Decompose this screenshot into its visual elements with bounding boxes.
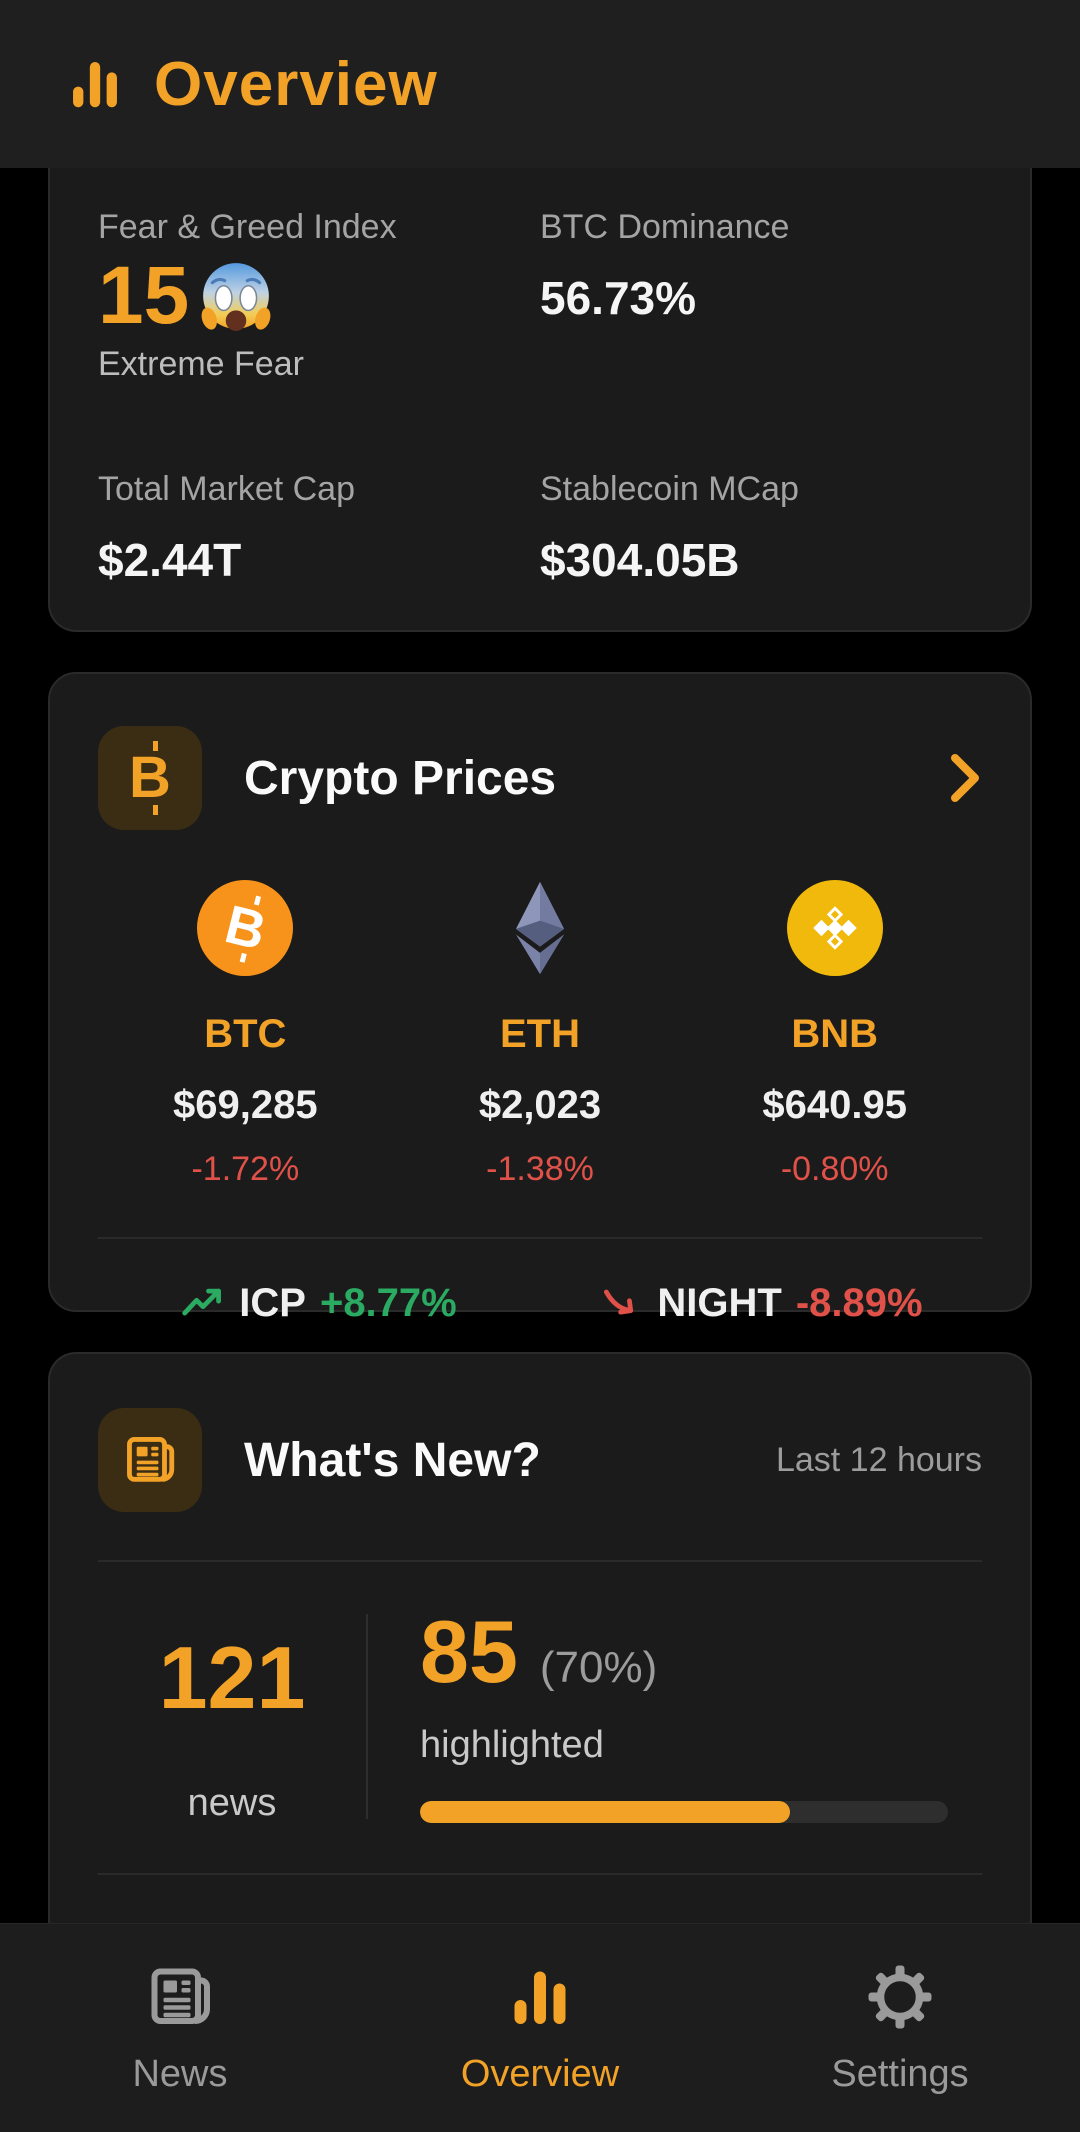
coin-change: -1.72% <box>191 1150 300 1188</box>
nav-tab-overview[interactable]: Overview <box>360 1924 720 2132</box>
coin-price: $69,285 <box>173 1083 318 1127</box>
crypto-prices-title: Crypto Prices <box>244 751 557 805</box>
stablecoin-mcap-label: Stablecoin MCap <box>540 470 799 508</box>
loser-change: -8.89% <box>795 1280 923 1325</box>
coin-symbol: BNB <box>791 1012 879 1056</box>
news-count: 121 <box>158 1628 306 1727</box>
chevron-right-icon[interactable] <box>948 752 982 804</box>
coin-bnb[interactable]: BNB $640.95 -0.80% <box>687 880 982 1189</box>
top-gainer[interactable]: ICP +8.77% <box>98 1281 540 1326</box>
fear-greed-stat: Fear & Greed Index 15 <box>98 208 540 470</box>
coin-price: $640.95 <box>762 1083 907 1127</box>
highlighted-count: 85 <box>420 1602 518 1701</box>
card-divider <box>98 1237 982 1239</box>
news-count-label: news <box>187 1782 277 1824</box>
gainer-symbol: ICP <box>239 1280 306 1325</box>
coin-symbol: BTC <box>204 1012 287 1056</box>
bar-chart-icon <box>64 53 126 115</box>
fear-greed-label: Fear & Greed Index <box>98 208 397 246</box>
page-title: Overview <box>154 49 438 119</box>
whats-new-header: What's New? Last 12 hours <box>98 1408 982 1512</box>
trending-up-icon <box>181 1281 225 1325</box>
stablecoin-mcap-value: $304.05B <box>540 534 740 586</box>
loser-symbol: NIGHT <box>657 1280 782 1325</box>
nav-label-news: News <box>132 2052 228 2095</box>
scream-emoji-icon <box>199 259 273 333</box>
btc-coin-icon: B <box>197 880 294 976</box>
coin-change: -0.80% <box>780 1150 889 1188</box>
coin-symbol: ETH <box>500 1012 580 1056</box>
whats-new-title: What's New? <box>244 1433 541 1487</box>
bottom-navigation: News Overview <box>0 1923 1080 2132</box>
news-count-block: 121 news <box>98 1608 366 1825</box>
whats-new-card: What's New? Last 12 hours 121 news 85 (7… <box>48 1352 1032 1923</box>
top-loser[interactable]: NIGHT -8.89% <box>540 1281 982 1326</box>
gainer-change: +8.77% <box>319 1280 457 1325</box>
market-stats-card: Fear & Greed Index 15 <box>48 168 1032 632</box>
coin-eth[interactable]: ETH $2,023 -1.38% <box>393 880 688 1189</box>
gear-icon <box>864 1961 936 2033</box>
card-divider <box>98 1560 982 1562</box>
news-icon <box>144 1961 216 2033</box>
highlighted-block: 85 (70%) highlighted <box>368 1608 982 1825</box>
btc-dominance-value: 56.73% <box>540 272 697 324</box>
highlighted-progress-bar <box>420 1801 948 1823</box>
highlighted-progress-fill <box>420 1801 790 1823</box>
nav-label-settings: Settings <box>831 2052 969 2095</box>
btc-dominance-label: BTC Dominance <box>540 208 790 246</box>
bnb-coin-icon <box>786 880 883 976</box>
newspaper-icon <box>98 1408 202 1512</box>
nav-tab-settings[interactable]: Settings <box>720 1924 1080 2132</box>
app-header: Overview <box>0 0 1080 168</box>
nav-label-overview: Overview <box>460 2052 620 2095</box>
fear-greed-sentiment: Extreme Fear <box>98 345 304 384</box>
whats-new-period: Last 12 hours <box>775 1440 982 1479</box>
eth-coin-icon <box>492 880 588 976</box>
coin-btc[interactable]: B BTC $69,285 -1.72% <box>98 880 393 1189</box>
bitcoin-icon: B <box>98 726 202 830</box>
stablecoin-mcap-stat: Stablecoin MCap $304.05B <box>540 470 982 590</box>
highlighted-label: highlighted <box>420 1724 604 1766</box>
scroll-content[interactable]: Fear & Greed Index 15 <box>0 168 1080 1923</box>
trending-down-icon <box>599 1281 643 1325</box>
crypto-prices-card: B Crypto Prices B BTC $69,285 -1.72% <box>48 672 1032 1325</box>
crypto-prices-header[interactable]: B Crypto Prices <box>98 726 982 830</box>
coin-price: $2,023 <box>478 1083 602 1127</box>
total-market-cap-stat: Total Market Cap $2.44T <box>98 470 540 590</box>
coin-change: -1.38% <box>486 1150 594 1188</box>
fear-greed-value: 15 <box>98 250 190 341</box>
bar-chart-icon <box>504 1961 576 2033</box>
highlighted-percent: (70%) <box>539 1643 658 1692</box>
total-market-cap-label: Total Market Cap <box>98 470 355 508</box>
vertical-divider <box>366 1614 368 1819</box>
card-divider <box>98 1873 982 1875</box>
total-market-cap-value: $2.44T <box>98 534 242 586</box>
nav-tab-news[interactable]: News <box>0 1924 360 2132</box>
btc-dominance-stat: BTC Dominance 56.73% <box>540 208 982 470</box>
